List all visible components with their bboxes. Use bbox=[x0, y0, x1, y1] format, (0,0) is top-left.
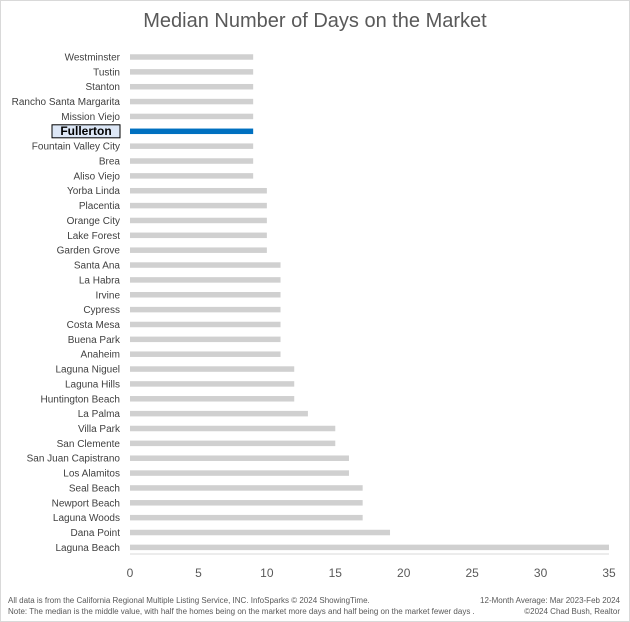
bar-brea bbox=[130, 158, 254, 164]
category-label: Costa Mesa bbox=[67, 320, 121, 331]
bar-san-juan-capistrano bbox=[130, 455, 349, 461]
category-label: La Habra bbox=[79, 275, 121, 286]
median-note: Note: The median is the middle value, wi… bbox=[8, 607, 475, 616]
category-label: Laguna Woods bbox=[53, 513, 120, 524]
category-label: Cypress bbox=[83, 305, 120, 316]
category-label: Westminster bbox=[65, 53, 121, 64]
bar-san-clemente bbox=[130, 440, 336, 447]
bar-santa-ana bbox=[130, 262, 281, 268]
bar-laguna-beach bbox=[130, 544, 609, 551]
x-tick-label: 30 bbox=[534, 566, 548, 580]
category-label: Buena Park bbox=[68, 335, 121, 346]
bar-buena-park bbox=[130, 336, 281, 343]
bar-westminster bbox=[130, 54, 254, 60]
category-label: La Palma bbox=[78, 409, 121, 420]
category-label: Villa Park bbox=[78, 424, 121, 435]
category-label: Seal Beach bbox=[69, 483, 120, 494]
category-label: Laguna Beach bbox=[55, 543, 120, 554]
x-tick-label: 20 bbox=[397, 566, 411, 580]
category-label: Orange City bbox=[67, 216, 120, 227]
category-label: Fullerton bbox=[60, 124, 111, 138]
bar-orange-city bbox=[130, 217, 267, 224]
x-tick-label: 25 bbox=[465, 566, 479, 580]
x-tick-label: 10 bbox=[260, 566, 274, 580]
bar-seal-beach bbox=[130, 485, 363, 491]
category-label: San Clemente bbox=[57, 439, 121, 450]
source-note: All data is from the California Regional… bbox=[8, 596, 370, 605]
bar-mission-viejo bbox=[130, 113, 254, 120]
bar-la-habra bbox=[130, 277, 281, 283]
bar-anaheim bbox=[130, 351, 281, 357]
category-label: Anaheim bbox=[81, 350, 120, 361]
bar-chart: Westminster Tustin Stanton Rancho Santa Mar… bbox=[12, 53, 616, 581]
category-label: Santa Ana bbox=[74, 261, 121, 272]
highlight-label-box bbox=[51, 124, 121, 139]
category-label: Tustin bbox=[93, 67, 120, 78]
bar-rancho-santa-margarita bbox=[130, 98, 254, 105]
bar-lake-forest bbox=[130, 232, 267, 239]
bar-huntington-beach bbox=[130, 396, 295, 402]
category-label: Huntington Beach bbox=[40, 394, 120, 405]
category-label: Placentia bbox=[79, 201, 121, 212]
bar-dana-point bbox=[130, 529, 391, 536]
category-label: Yorba Linda bbox=[67, 186, 120, 197]
bar-aliso-viejo bbox=[130, 173, 254, 179]
bar-tustin bbox=[130, 69, 254, 75]
x-tick-label: 35 bbox=[602, 566, 616, 580]
category-label: Dana Point bbox=[71, 528, 121, 539]
category-label: Fountain Valley City bbox=[32, 142, 120, 153]
bar-laguna-hills bbox=[130, 381, 295, 387]
x-tick-label: 15 bbox=[329, 566, 343, 580]
bar-laguna-woods bbox=[130, 514, 363, 521]
bar-cypress bbox=[130, 306, 281, 313]
bar-newport-beach bbox=[130, 500, 363, 506]
bar-los-alamitos bbox=[130, 470, 349, 476]
category-label: Laguna Hills bbox=[65, 379, 120, 390]
x-tick-label: 0 bbox=[127, 566, 134, 580]
category-label: San Juan Capistrano bbox=[27, 454, 121, 465]
category-label: Los Alamitos bbox=[63, 469, 120, 480]
category-label: Brea bbox=[99, 157, 121, 168]
bar-placentia bbox=[130, 202, 267, 209]
bar-garden-grove bbox=[130, 247, 267, 253]
bar-fullerton bbox=[130, 128, 254, 135]
x-tick-label: 5 bbox=[195, 566, 202, 580]
credit-note: ©2024 Chad Bush, Realtor bbox=[524, 607, 620, 616]
bar-irvine bbox=[130, 292, 281, 298]
bar-la-palma bbox=[130, 410, 308, 417]
category-label: Irvine bbox=[96, 290, 121, 301]
footer-left: All data is from the California Regional… bbox=[8, 595, 475, 617]
bar-stanton bbox=[130, 83, 254, 90]
period-note: 12-Month Average: Mar 2023-Feb 2024 bbox=[480, 596, 620, 605]
category-label: Lake Forest bbox=[67, 231, 120, 242]
bar-yorba-linda bbox=[130, 187, 267, 194]
category-label: Aliso Viejo bbox=[73, 171, 120, 182]
bar-fountain-valley-city bbox=[130, 143, 254, 149]
category-label: Rancho Santa Margarita bbox=[12, 97, 121, 108]
category-label: Stanton bbox=[86, 82, 120, 93]
bar-costa-mesa bbox=[130, 321, 281, 328]
chart-title: Median Number of Days on the Market bbox=[143, 10, 487, 32]
footer-right: 12-Month Average: Mar 2023-Feb 2024 ©202… bbox=[480, 595, 620, 617]
category-label: Newport Beach bbox=[52, 498, 120, 509]
category-label: Mission Viejo bbox=[61, 112, 120, 123]
bar-laguna-niguel bbox=[130, 366, 295, 372]
bar-villa-park bbox=[130, 425, 336, 432]
category-label: Garden Grove bbox=[57, 246, 121, 257]
category-label: Laguna Niguel bbox=[56, 365, 121, 376]
